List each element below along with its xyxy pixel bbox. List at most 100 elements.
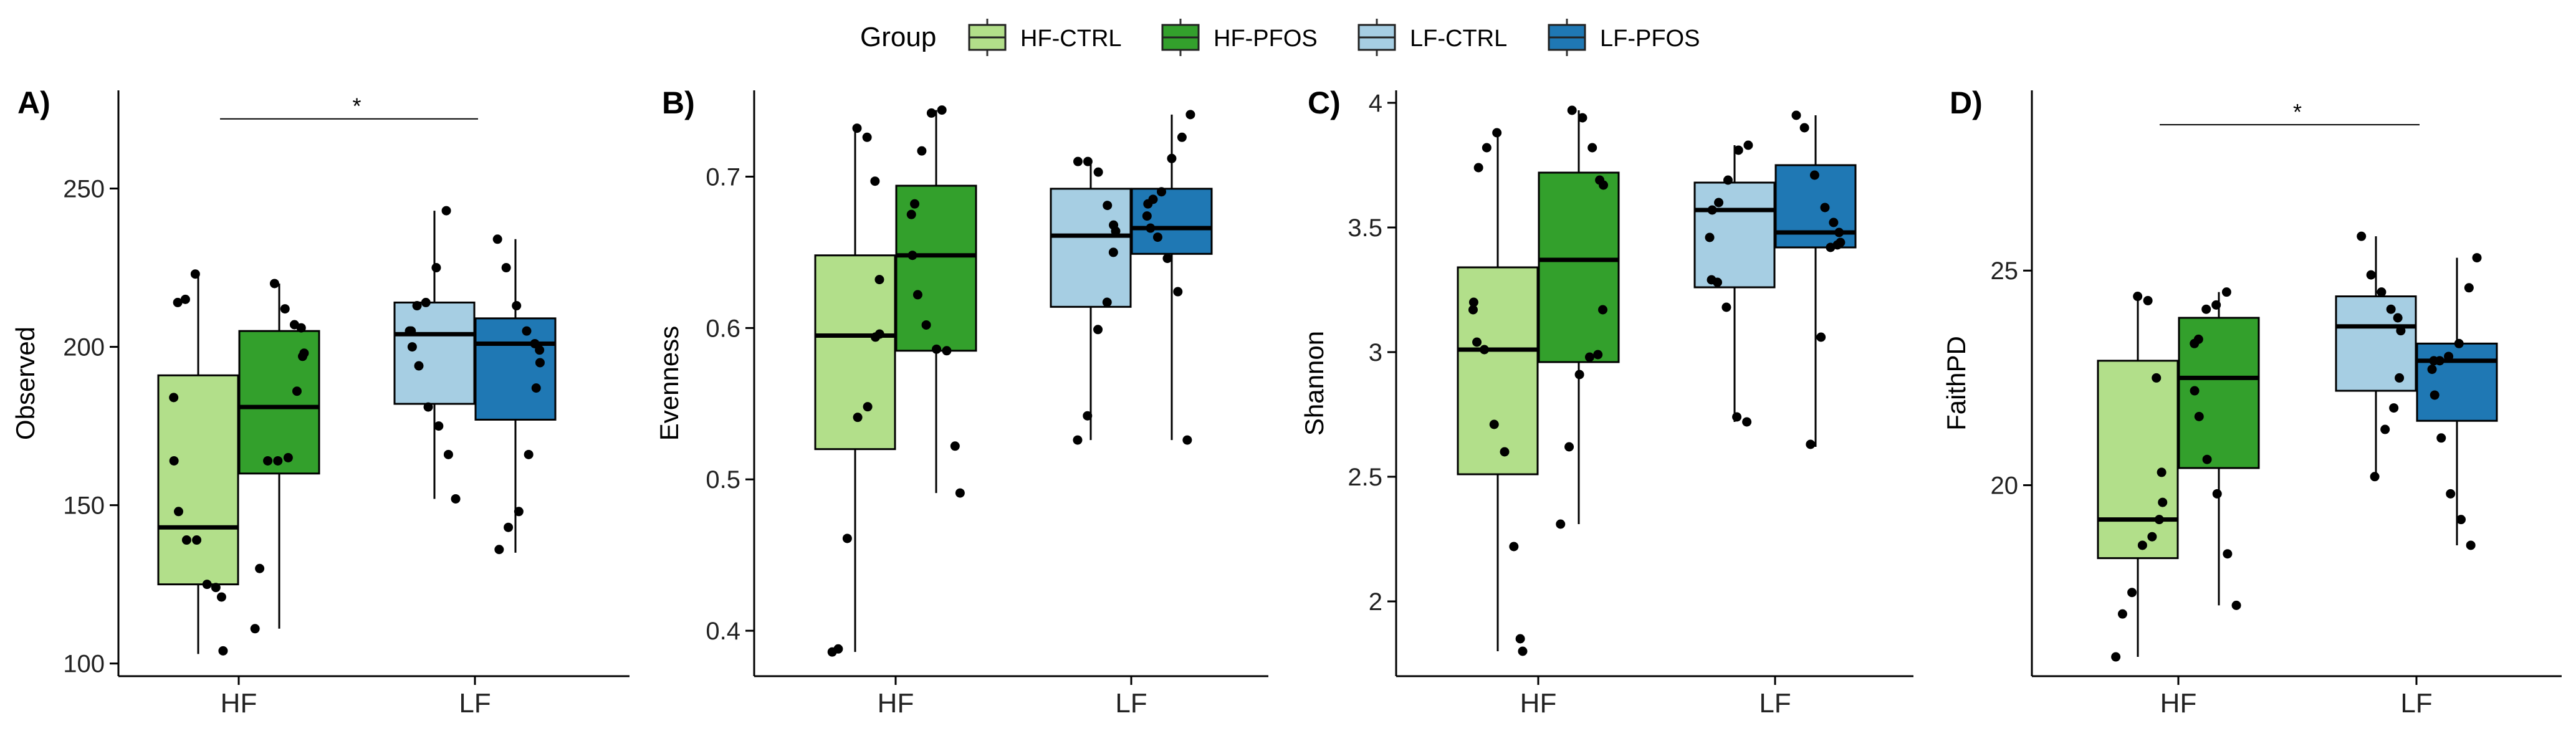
data-point (514, 507, 524, 517)
data-point (2357, 231, 2367, 241)
data-point (1515, 634, 1525, 644)
data-point (950, 441, 960, 451)
panel-faithpd: D) FaithPD 20 25 HF LF * (1942, 85, 2562, 719)
y-tick-label: 0.5 (706, 466, 740, 494)
legend: Group HF-CTRL HF-PFOS LF-CTRL LF-PFOS (860, 19, 1700, 56)
data-point (1806, 439, 1816, 449)
data-point (2380, 424, 2390, 434)
data-point (405, 326, 414, 336)
legend-label: LF-PFOS (1600, 26, 1700, 52)
significance-mark: * (352, 93, 361, 119)
data-point (2395, 373, 2405, 383)
data-point (494, 545, 504, 555)
panel-label: D) (1950, 85, 1983, 120)
box-iqr (157, 374, 239, 586)
x-tick-label: LF (2400, 688, 2432, 719)
data-point (535, 345, 545, 355)
data-point (1177, 132, 1187, 142)
data-point (2396, 326, 2406, 336)
data-point (862, 132, 872, 142)
data-point (169, 393, 179, 403)
data-point (906, 209, 916, 219)
data-point (2202, 454, 2212, 464)
data-point (451, 494, 461, 504)
data-point (2436, 433, 2446, 443)
data-point (2223, 549, 2233, 559)
data-point (1820, 203, 1830, 213)
data-point (216, 592, 226, 602)
legend-label: LF-CTRL (1410, 26, 1507, 52)
data-point (296, 323, 306, 333)
panel-shannon: C) Shannon 2 2.5 3 3.5 4 HF LF (1300, 85, 1913, 719)
box-hf-ctrl (814, 123, 896, 657)
box-iqr (1050, 188, 1132, 308)
data-point (1167, 153, 1177, 163)
data-point (2231, 600, 2241, 610)
data-point (917, 146, 927, 156)
data-point (1083, 156, 1093, 166)
data-point (1574, 370, 1584, 380)
box-lf-ctrl (2335, 231, 2417, 482)
data-point (2212, 489, 2222, 499)
y-axis-title: FaithPD (1942, 336, 1971, 431)
legend-item-hf-ctrl: HF-CTRL (968, 19, 1122, 56)
data-point (1103, 201, 1113, 211)
data-point (292, 386, 302, 396)
y-tick-label: 20 (1991, 472, 2019, 500)
data-point (2466, 540, 2476, 550)
data-point (926, 108, 936, 118)
x-tick-label: HF (1520, 688, 1557, 719)
data-point (522, 326, 532, 336)
data-point (2444, 351, 2454, 361)
data-point (1593, 350, 1603, 360)
data-point (1809, 170, 1819, 180)
panel-label: B) (662, 85, 695, 120)
box-lf-pfos (2416, 253, 2498, 550)
data-point (192, 535, 202, 545)
data-point (1146, 223, 1156, 233)
data-point (1584, 352, 1594, 362)
x-tick-label: LF (1115, 688, 1147, 719)
x-tick-label: HF (2160, 688, 2197, 719)
data-point (2456, 515, 2466, 525)
data-point (1826, 242, 1836, 252)
data-point (2152, 373, 2162, 383)
box-hf-ctrl (1457, 128, 1539, 656)
data-point (910, 199, 920, 209)
data-point (269, 279, 279, 289)
data-point (1587, 143, 1597, 153)
data-point (1111, 226, 1121, 236)
data-point (1157, 187, 1167, 197)
data-point (412, 301, 422, 311)
data-point (2133, 292, 2143, 302)
box-lf-pfos (1774, 110, 1857, 449)
box-lf-pfos (1131, 110, 1213, 445)
data-point (874, 275, 884, 285)
data-point (1713, 277, 1723, 287)
legend-label: HF-PFOS (1214, 26, 1318, 52)
box-hf-pfos (1538, 105, 1620, 529)
data-point (842, 533, 852, 543)
data-point (1108, 247, 1118, 257)
data-point (434, 421, 444, 431)
data-point (937, 105, 947, 115)
y-tick-label: 3 (1369, 339, 1382, 366)
box-iqr (393, 301, 476, 405)
box-iqr (2097, 360, 2179, 560)
data-point (492, 234, 502, 244)
data-point (1093, 167, 1103, 177)
data-point (827, 647, 837, 657)
data-point (942, 346, 952, 356)
data-point (2389, 403, 2399, 413)
data-point (431, 263, 441, 273)
box-iqr (1538, 171, 1620, 363)
x-tick-label: HF (878, 688, 914, 719)
data-point (1093, 325, 1103, 335)
data-point (218, 646, 228, 656)
y-tick-label: 2.5 (1348, 464, 1382, 491)
y-axis-title: Observed (11, 327, 40, 440)
data-point (2211, 300, 2221, 310)
data-point (1143, 199, 1153, 209)
data-point (1733, 145, 1743, 155)
